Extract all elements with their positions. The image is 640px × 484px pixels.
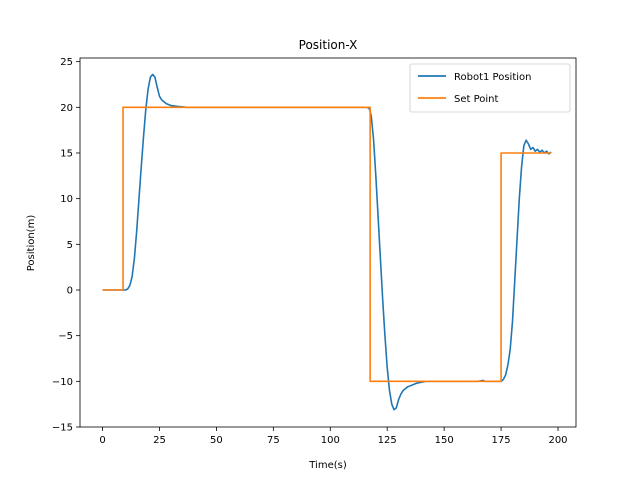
- legend-box: [409, 63, 571, 113]
- y-tick-label: 0: [67, 285, 73, 296]
- legend-label-set-point: Set Point: [454, 94, 499, 105]
- x-tick-label: 75: [267, 435, 280, 446]
- y-tick-label: 5: [67, 240, 73, 251]
- y-tick-label: 20: [60, 103, 73, 114]
- x-tick-label: 0: [99, 435, 105, 446]
- x-tick-label: 175: [492, 435, 511, 446]
- x-tick-label: 25: [153, 435, 166, 446]
- x-tick-label: 100: [321, 435, 340, 446]
- legend: Robot1 Position Set Point: [409, 63, 571, 113]
- y-tick-label: 10: [60, 194, 73, 205]
- y-axis-label: Position(m): [26, 215, 37, 272]
- series-line-set-point: [102, 106, 552, 383]
- axes-frame: [79, 57, 577, 428]
- y-tick-label: −10: [52, 377, 73, 388]
- y-tick-label: 25: [60, 57, 73, 68]
- y-tick-label: −5: [58, 331, 73, 342]
- x-tick-label: 125: [378, 435, 397, 446]
- x-tick-label: 50: [210, 435, 223, 446]
- x-tick-label: 200: [548, 435, 567, 446]
- legend-label-robot1-position: Robot1 Position: [454, 72, 531, 83]
- y-tick-label: 15: [60, 148, 73, 159]
- y-tick-label: −15: [52, 423, 73, 434]
- series-layer: [102, 73, 552, 411]
- x-tick-label: 150: [435, 435, 454, 446]
- chart-title: Position-X: [299, 38, 358, 52]
- x-axis-label: Time(s): [308, 460, 347, 471]
- axes-layer: 0 25 50 75 100 125 150 175 200 −15 −10 −5 0 5 10 15 20 25: [52, 57, 577, 446]
- series-line-robot1-position: [102, 73, 552, 411]
